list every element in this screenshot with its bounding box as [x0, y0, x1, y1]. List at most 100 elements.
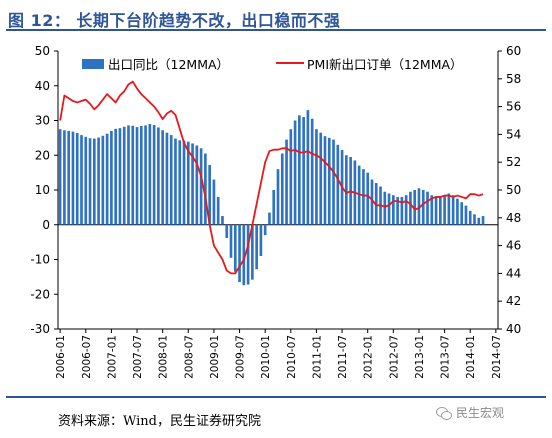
bar	[332, 139, 335, 225]
bar	[92, 138, 96, 225]
bar	[97, 137, 100, 225]
bar	[84, 136, 88, 225]
bar	[191, 143, 194, 225]
y-left-tick-label: 10	[35, 183, 50, 197]
y-right-tick-label: 56	[506, 100, 521, 114]
bar	[238, 224, 241, 283]
x-tick-label: 2009-01	[209, 335, 221, 379]
bar	[396, 196, 399, 225]
bar	[263, 224, 267, 236]
x-tick-label: 2011-07	[337, 335, 349, 379]
bar	[118, 128, 122, 225]
chart: -30 -20 -10 0 10 20 30 40 50 40 42 44 46 48 50 52 54 56 58…	[30, 44, 521, 379]
bar	[276, 169, 280, 225]
bar	[400, 196, 404, 225]
bar	[58, 129, 62, 225]
bar	[131, 125, 135, 225]
legend-bar-label: 出口同比（12MMA）	[108, 57, 229, 72]
bar	[114, 128, 117, 225]
bar	[417, 188, 421, 225]
bar	[426, 191, 429, 225]
bar	[71, 131, 75, 225]
chart-axes: -30 -20 -10 0 10 20 30 40 50 40 42 44 46 48 50 52 54 56 58…	[30, 44, 521, 379]
bar	[110, 130, 113, 225]
source-note: 资料来源：Wind，民生证券研究院	[58, 414, 261, 429]
bar	[195, 145, 199, 225]
y-right-tick-label: 52	[506, 155, 521, 169]
x-tick-label: 2013-07	[440, 335, 452, 379]
bar	[105, 133, 109, 225]
bar	[421, 190, 425, 225]
bar	[357, 165, 361, 225]
bar	[285, 139, 288, 225]
bar	[246, 224, 250, 285]
bar	[464, 205, 468, 225]
watermark-label: 民生宏观	[456, 406, 505, 420]
bar	[434, 196, 438, 225]
bar	[152, 125, 156, 225]
bar	[63, 130, 66, 225]
x-tick-label: 2007-01	[106, 335, 118, 379]
x-tick-label: 2006-01	[55, 335, 67, 379]
bar	[409, 191, 412, 225]
bar	[298, 115, 301, 225]
y-right-tick-label: 40	[506, 322, 521, 336]
y-right-tick-label: 58	[506, 72, 521, 86]
watermark: 民生宏观	[436, 404, 504, 421]
bar	[366, 172, 370, 225]
line-series	[59, 80, 484, 275]
bar	[127, 125, 130, 225]
x-tick-label: 2008-01	[158, 335, 170, 379]
bar	[413, 190, 417, 225]
bar	[212, 179, 216, 225]
bar	[122, 126, 126, 225]
wechat-icon	[436, 406, 452, 420]
bar	[272, 190, 276, 225]
bar	[157, 127, 160, 225]
bar	[451, 195, 455, 225]
bar-series	[58, 110, 485, 286]
bar	[75, 133, 79, 225]
bar	[481, 216, 485, 225]
bar	[165, 132, 169, 225]
bar	[101, 135, 105, 225]
bar	[477, 217, 481, 225]
bar	[135, 127, 139, 225]
x-tick-label: 2011-01	[311, 335, 323, 379]
bar	[323, 136, 327, 225]
x-tick-label: 2007-07	[132, 335, 144, 379]
x-tick-label: 2012-07	[388, 335, 400, 379]
legend-bar-swatch	[82, 59, 104, 69]
bar	[225, 224, 229, 238]
y-left-tick-label: -10	[30, 253, 50, 267]
bar	[473, 214, 476, 225]
bar	[139, 126, 143, 225]
bar	[199, 148, 203, 225]
bar	[310, 118, 314, 225]
bar	[186, 141, 190, 225]
bar	[204, 153, 207, 225]
bar	[327, 137, 331, 225]
bar	[280, 153, 284, 225]
bar	[67, 130, 71, 225]
y-right-tick-label: 48	[506, 211, 521, 225]
bar	[302, 117, 305, 225]
bar	[362, 169, 365, 225]
bar	[447, 193, 451, 225]
y-left-tick-label: 30	[35, 114, 50, 128]
bar	[221, 216, 224, 225]
bar	[182, 140, 186, 225]
y-right-tick-label: 42	[506, 294, 521, 308]
page-title: 图 12： 长期下台阶趋势不改，出口稳而不强	[8, 11, 341, 30]
legend: 出口同比（12MMA） PMI新出口订单（12MMA）	[82, 57, 463, 72]
y-left-tick-label: 20	[35, 148, 50, 162]
y-left-tick-label: 50	[35, 44, 50, 58]
bar	[208, 164, 211, 225]
y-right-tick-label: 46	[506, 239, 521, 253]
bar	[169, 135, 173, 225]
x-tick-label: 2009-07	[235, 335, 247, 379]
footer-divider	[6, 396, 546, 398]
x-tick-label: 2010-01	[260, 335, 272, 379]
bar	[88, 138, 92, 225]
x-tick-label: 2010-07	[286, 335, 298, 379]
